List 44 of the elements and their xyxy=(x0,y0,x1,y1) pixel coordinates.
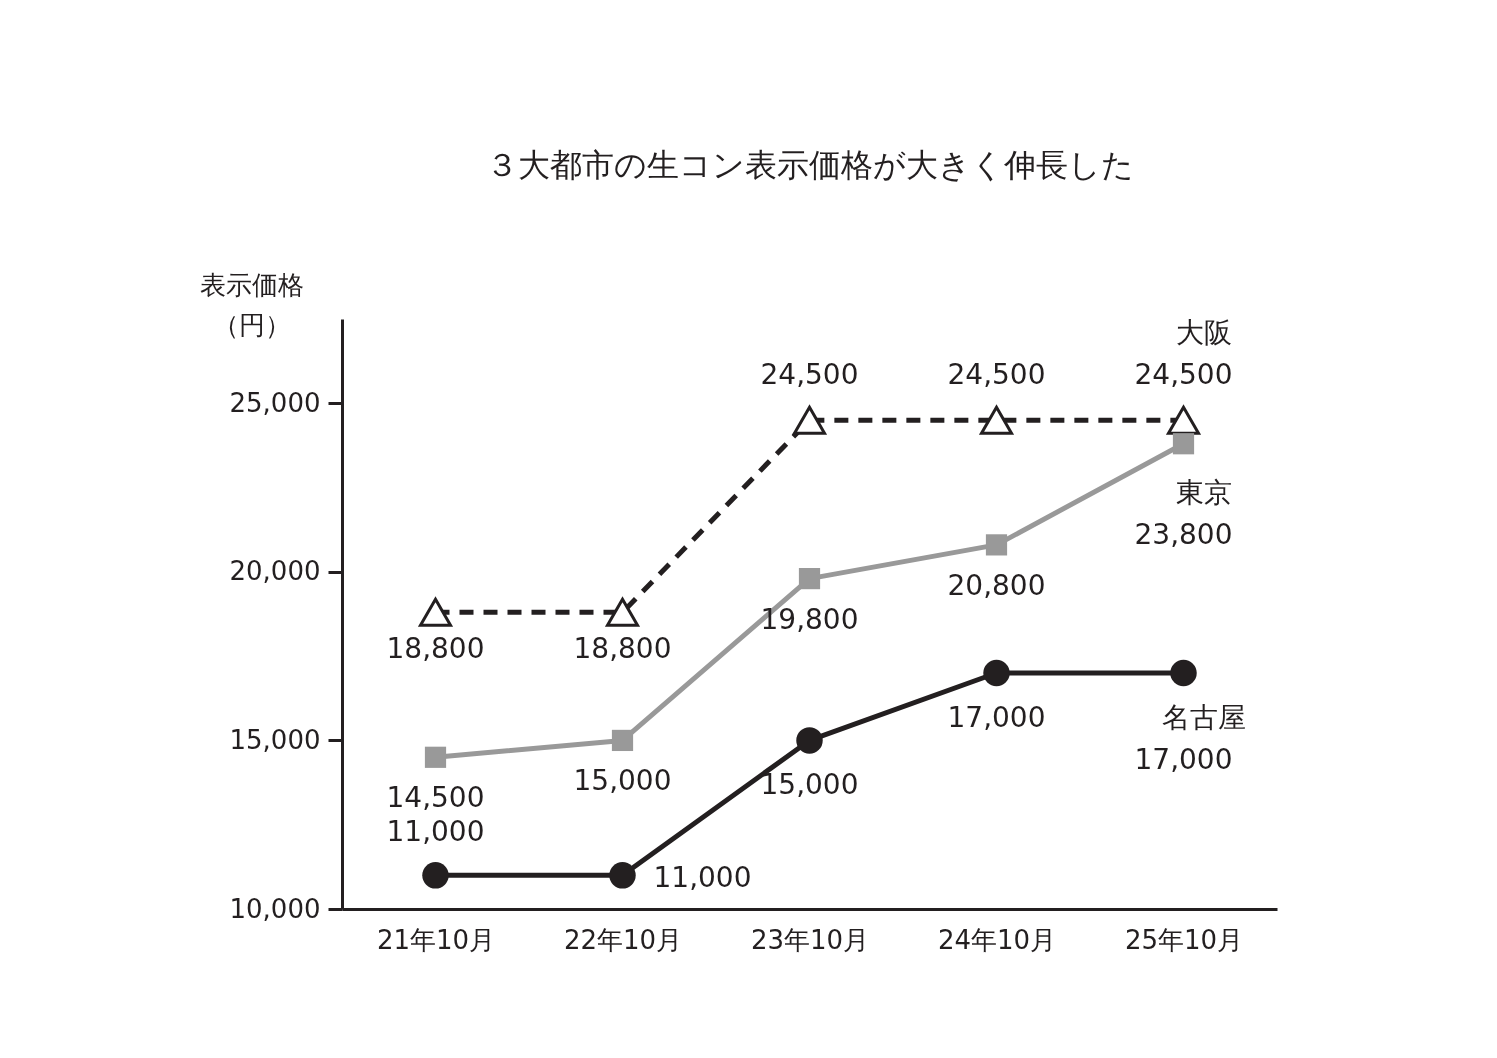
point xyxy=(793,405,826,435)
point xyxy=(606,597,639,627)
point xyxy=(983,659,1010,687)
y-tick-label: 15,000 xyxy=(229,724,321,755)
point xyxy=(980,405,1013,435)
x-tick-label: 23年10月 xyxy=(750,924,870,955)
data-label: 17,000 xyxy=(947,701,1046,734)
point xyxy=(424,746,447,768)
series-label: 東京 xyxy=(1175,475,1232,509)
y-tick-label: 25,000 xyxy=(229,387,321,418)
data-label: 20,800 xyxy=(947,568,1046,602)
series-label: 名古屋 xyxy=(1161,701,1246,734)
data-label: 24,500 xyxy=(1134,358,1233,392)
data-label: 18,800 xyxy=(573,632,672,666)
point xyxy=(798,567,821,590)
x-tick-label: 22年10月 xyxy=(563,924,683,955)
x-tick-label: 24年10月 xyxy=(937,924,1057,955)
point xyxy=(796,727,823,754)
data-label: 24,500 xyxy=(947,358,1046,392)
data-label: 14,500 xyxy=(386,781,485,815)
x-tick-label: 25年10月 xyxy=(1124,924,1244,955)
data-label: 23,800 xyxy=(1134,517,1233,551)
text: 大阪 xyxy=(1175,316,1232,350)
data-label: 11,000 xyxy=(653,861,752,895)
data-label: 19,800 xyxy=(760,602,859,636)
data-label: 11,000 xyxy=(386,815,485,849)
y-tick-label: 10,000 xyxy=(229,893,321,924)
point xyxy=(1172,433,1195,455)
point xyxy=(419,597,452,627)
point xyxy=(422,862,449,889)
x-tick-label: 21年10月 xyxy=(376,924,496,955)
point xyxy=(1170,659,1197,687)
point xyxy=(985,534,1008,556)
data-label: 15,000 xyxy=(573,764,672,798)
chart-title: ３大都市の生コン表示価格が大きく伸長した xyxy=(485,146,1134,184)
y-tick-label: 20,000 xyxy=(229,556,321,587)
data-label: 18,800 xyxy=(386,632,485,666)
y-axis-title: 表示価格（円） xyxy=(200,270,304,340)
point xyxy=(611,729,634,752)
data-label: 15,000 xyxy=(760,768,859,802)
data-label: 24,500 xyxy=(760,358,859,392)
data-label: 17,000 xyxy=(1134,743,1233,776)
point xyxy=(609,862,636,889)
point xyxy=(1167,405,1200,435)
